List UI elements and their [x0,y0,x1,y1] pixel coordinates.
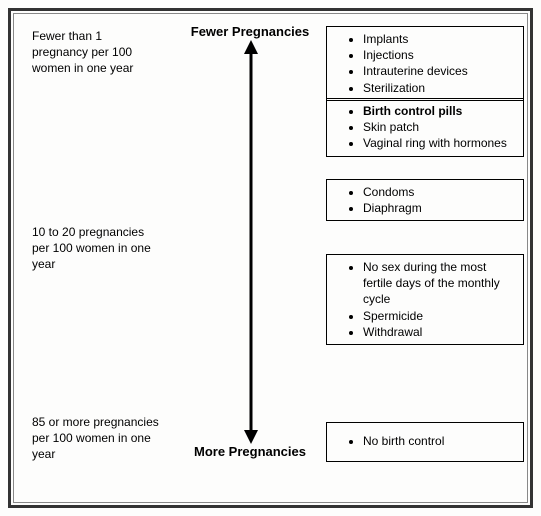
axis-top-label: Fewer Pregnancies [180,24,320,39]
method-list: No birth control [335,433,515,449]
list-item: Withdrawal [363,324,515,340]
list-item: Vaginal ring with hormones [363,135,515,151]
rate-label-high: 85 or more pregnancies per 100 women in … [32,414,172,463]
list-item: Spermicide [363,308,515,324]
method-box-2: Birth control pills Skin patch Vaginal r… [326,98,524,157]
list-item: Diaphragm [363,200,515,216]
rate-label-low: Fewer than 1 pregnancy per 100 women in … [32,28,152,77]
method-list: Birth control pills Skin patch Vaginal r… [335,103,515,152]
outer-frame: Fewer than 1 pregnancy per 100 women in … [8,8,533,508]
effectiveness-arrow-icon [242,40,260,444]
method-box-3: Condoms Diaphragm [326,179,524,221]
list-item: Injections [363,47,515,63]
inner-frame: Fewer than 1 pregnancy per 100 women in … [13,13,528,503]
rate-label-mid: 10 to 20 pregnancies per 100 women in on… [32,224,162,273]
list-item: Sterilization [363,80,515,96]
method-list: Condoms Diaphragm [335,184,515,216]
list-item: Skin patch [363,119,515,135]
list-item: Condoms [363,184,515,200]
list-item: Intrauterine devices [363,63,515,79]
list-item: Implants [363,31,515,47]
method-list: No sex during the most fertile days of t… [335,259,515,340]
method-list: Implants Injections Intrauterine devices… [335,31,515,96]
list-item: Birth control pills [363,103,515,119]
axis-bottom-label: More Pregnancies [180,444,320,459]
method-box-5: No birth control [326,422,524,462]
method-box-4: No sex during the most fertile days of t… [326,254,524,345]
list-item: No birth control [363,433,515,449]
method-box-1: Implants Injections Intrauterine devices… [326,26,524,101]
list-item: No sex during the most fertile days of t… [363,259,515,308]
